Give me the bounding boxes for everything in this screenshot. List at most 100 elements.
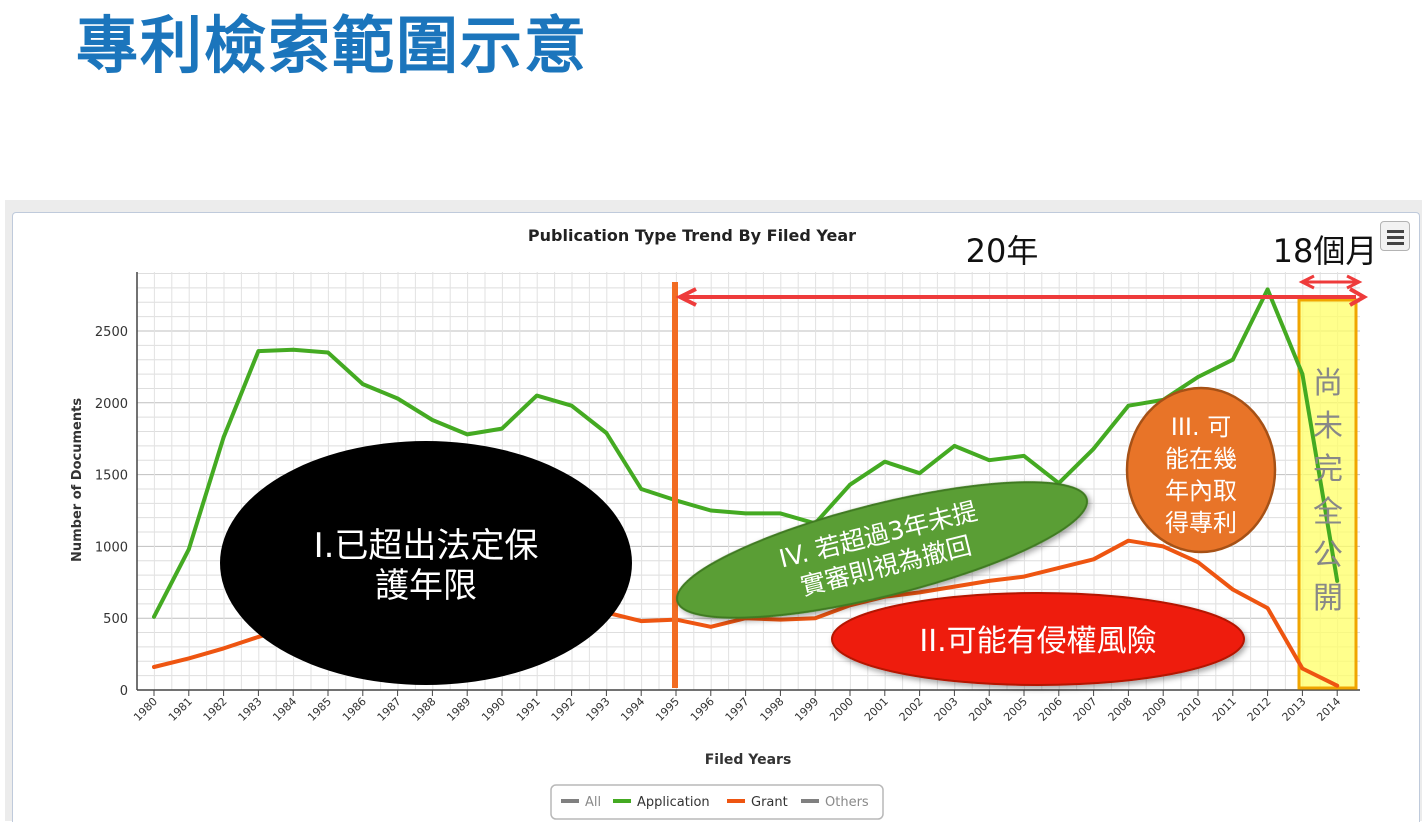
data-point-application (221, 435, 226, 440)
data-point-application (917, 471, 922, 475)
x-tick-label: 1992 (549, 695, 578, 724)
x-tick-label: 1998 (758, 695, 787, 724)
data-point-application (430, 418, 435, 422)
x-tick-label: 1987 (375, 695, 404, 724)
x-tick-label: 1980 (131, 695, 160, 724)
x-tick-label: 2009 (1140, 695, 1169, 724)
unpublished-char: 尚 (1313, 366, 1343, 401)
data-point-grant (1091, 557, 1096, 562)
infringement-annotation: II.可能有侵權風險 (831, 592, 1245, 686)
future-patent-annotation: III. 可 能在幾 年內取 得專利 (1125, 386, 1277, 554)
data-point-grant (639, 619, 643, 623)
data-point-grant (917, 590, 922, 595)
data-point-application (1265, 287, 1270, 292)
x-axis-ticks: 1980 1981 1982 1983 1984 1985 1986 1987 1988 1989… (131, 690, 1343, 724)
y-axis-ticks: 0 500 1000 1500 2000 2500 (95, 325, 128, 699)
data-point-grant (987, 579, 991, 583)
future-text-line1: III. 可 (1171, 413, 1232, 441)
x-axis-label: Filed Years (705, 752, 792, 768)
x-tick-label: 1994 (618, 695, 647, 724)
x-tick-label: 1983 (236, 695, 265, 724)
x-tick-label: 1997 (723, 695, 752, 724)
x-tick-label: 2011 (1210, 695, 1239, 724)
data-point-grant (1126, 538, 1131, 543)
x-tick-label: 1984 (270, 695, 299, 724)
data-point-application (152, 614, 156, 619)
withdrawn-annotation: IV. 若超過3年未提 實審則視為撤回 (675, 481, 1089, 619)
unpublished-char: 公 (1313, 538, 1343, 573)
data-point-application (1022, 454, 1026, 458)
expired-text-line2: 護年限 (375, 566, 477, 606)
x-tick-label: 2006 (1036, 695, 1065, 724)
data-point-grant (709, 625, 713, 629)
data-point-application (709, 508, 713, 513)
x-tick-label: 2003 (932, 695, 961, 724)
menu-bar-icon (1387, 236, 1404, 239)
data-point-application (987, 458, 991, 463)
data-point-application (326, 350, 330, 355)
data-point-application (187, 547, 191, 552)
x-tick-label: 2013 (1280, 695, 1309, 724)
x-tick-label: 1996 (688, 695, 717, 724)
y-tick-label: 500 (103, 612, 128, 627)
y-tick-label: 1000 (95, 540, 128, 555)
data-point-application (569, 403, 574, 408)
data-point-grant (1300, 666, 1305, 671)
legend-item-application[interactable]: Application (637, 795, 710, 810)
x-tick-label: 2001 (862, 695, 891, 724)
x-tick-label: 1989 (444, 695, 473, 724)
data-point-application (465, 432, 470, 437)
future-text-line2: 能在幾 (1165, 445, 1237, 473)
data-point-application (743, 511, 748, 516)
x-tick-label: 1981 (166, 695, 195, 724)
data-point-grant (952, 584, 957, 589)
unpublished-text: 尚 未 完 全 公 開 (1313, 366, 1343, 616)
legend-box (550, 784, 884, 820)
data-point-application (1335, 579, 1339, 583)
legend-item-grant[interactable]: Grant (751, 795, 788, 810)
chart-menu-button[interactable] (1380, 221, 1410, 251)
y-tick-label: 0 (120, 684, 128, 699)
menu-bar-icon (1387, 230, 1404, 233)
x-tick-label: 2002 (897, 695, 926, 724)
slide-title: 專利檢索範圍示意 (76, 9, 589, 82)
data-point-application (1126, 403, 1131, 408)
data-point-grant (256, 635, 261, 639)
data-point-application (639, 487, 643, 491)
data-point-grant (1161, 544, 1165, 549)
data-point-application (500, 426, 504, 431)
unpublished-region (1297, 298, 1358, 690)
legend-item-others[interactable]: Others (825, 795, 869, 810)
x-tick-label: 2005 (1001, 695, 1030, 724)
x-tick-label: 2000 (827, 695, 856, 724)
data-point-application (291, 347, 296, 352)
y-tick-label: 2000 (95, 397, 128, 412)
data-point-grant (1265, 606, 1270, 610)
x-tick-label: 1988 (410, 695, 439, 724)
x-tick-label: 1990 (479, 695, 508, 724)
unpublished-char: 全 (1313, 495, 1343, 530)
data-point-grant (1335, 683, 1339, 688)
data-point-application (1231, 357, 1235, 362)
data-point-application (1300, 372, 1305, 376)
data-point-application (848, 482, 852, 487)
data-point-application (604, 431, 609, 435)
legend-item-all[interactable]: All (585, 795, 601, 810)
y-axis-label: Number of Documents (70, 398, 85, 562)
x-tick-label: 2007 (1071, 695, 1100, 724)
data-point-grant (1057, 566, 1061, 570)
unpublished-char: 完 (1313, 452, 1343, 487)
x-tick-label: 1993 (584, 695, 613, 724)
x-tick-label: 1982 (201, 695, 230, 724)
x-tick-label: 2004 (966, 695, 995, 724)
eighteen-month-arrow (1298, 274, 1363, 290)
data-point-application (778, 511, 783, 516)
expired-annotation: I.已超出法定保 護年限 (220, 441, 632, 685)
y-tick-label: 1500 (95, 469, 128, 484)
y-tick-label: 2500 (95, 325, 128, 340)
data-point-application (952, 444, 957, 448)
x-tick-label: 1999 (792, 695, 821, 724)
chart-title: Publication Type Trend By Filed Year (528, 226, 856, 245)
data-point-grant (1231, 587, 1235, 592)
